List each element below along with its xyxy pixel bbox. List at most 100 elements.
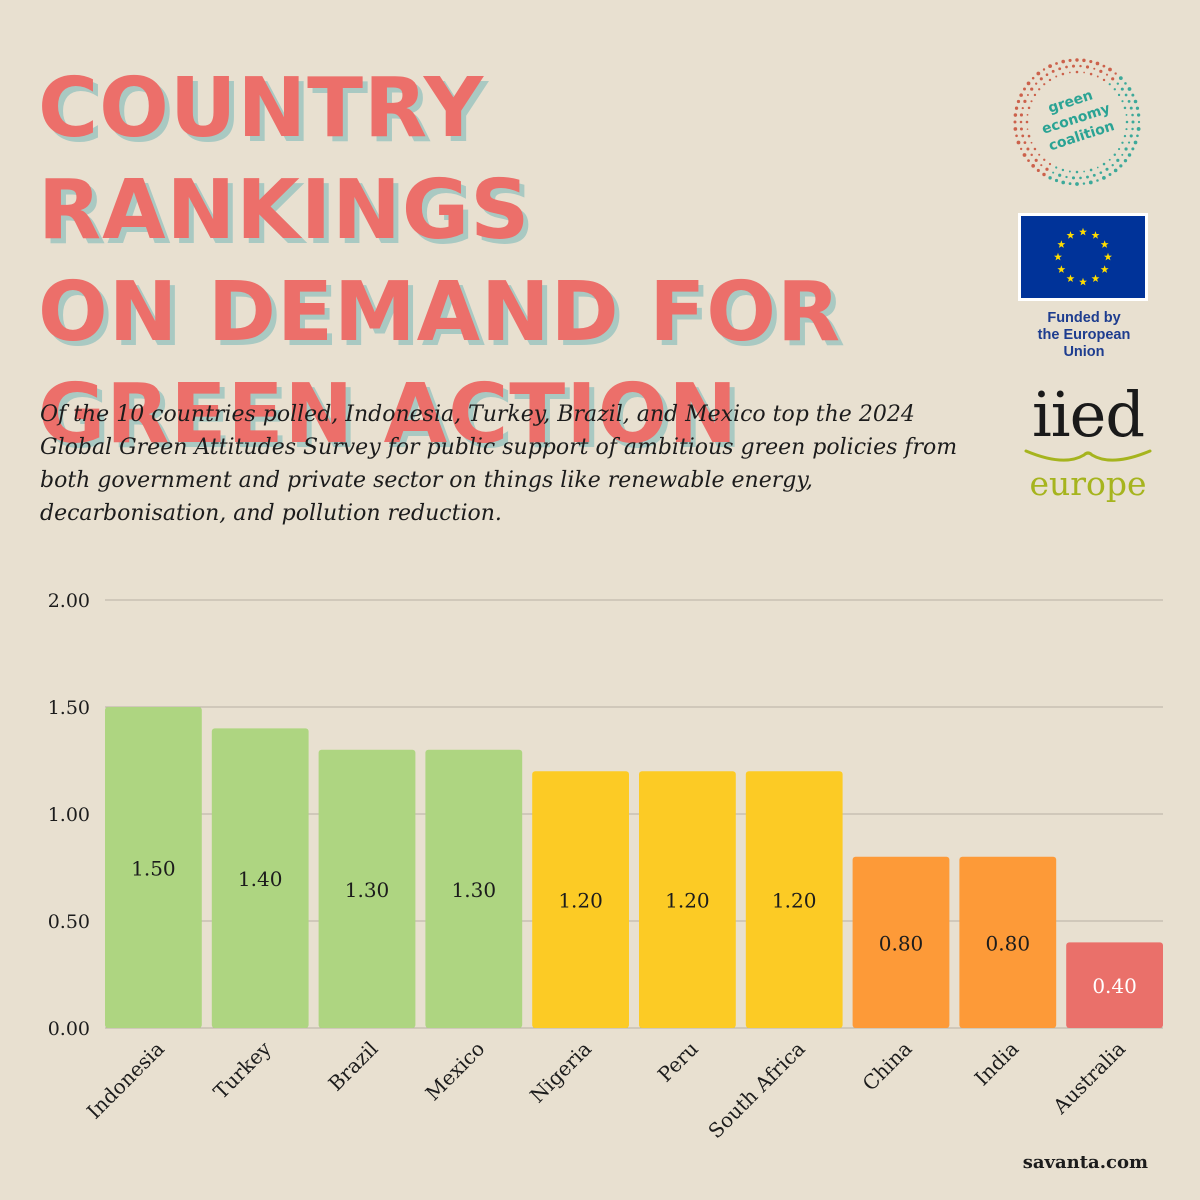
eu-star-icon	[1104, 252, 1112, 261]
gec-ring-dot	[1089, 168, 1093, 172]
gec-ring-dot	[1033, 147, 1037, 151]
bar-brazil	[318, 749, 416, 1028]
gec-ring-dot	[1102, 162, 1106, 166]
gec-ring-dot	[1099, 69, 1103, 73]
x-category-label: Peru	[653, 1036, 703, 1086]
gec-ring-dot	[1036, 168, 1040, 173]
gec-ring-dot	[1120, 87, 1124, 91]
eu-star-icon	[1066, 274, 1075, 283]
page-title: COUNTRY RANKINGS ON DEMAND FOR GREEN ACT…	[38, 58, 978, 466]
gec-ring-dot	[1102, 175, 1106, 180]
gec-ring-dot	[1058, 173, 1062, 177]
x-category-label: Mexico	[421, 1037, 490, 1106]
gec-ring-dot	[1027, 106, 1031, 110]
gec-ring-dot	[1137, 120, 1141, 124]
gec-ring-dot	[1133, 140, 1138, 145]
eu-star-icon	[1066, 231, 1075, 239]
y-tick-label: 0.50	[48, 911, 90, 933]
gec-ring-dot	[1061, 168, 1065, 172]
gec-ring-dot	[1082, 58, 1086, 63]
gec-ring-dot	[1135, 106, 1140, 110]
gec-ring-dot	[1068, 182, 1072, 186]
gec-ring-dot	[1113, 168, 1118, 173]
gec-ring-dot	[1026, 113, 1029, 116]
gec-ring-dot	[1054, 178, 1059, 183]
iied-europe-logo: iied europe	[1008, 378, 1168, 501]
gec-ring-dot	[1019, 120, 1023, 124]
gec-ring-dot	[1027, 159, 1030, 163]
gec-ring-dot	[1119, 164, 1123, 168]
gec-ring-dot	[1021, 106, 1024, 110]
gec-ring-dot	[1079, 64, 1082, 68]
gec-ring-dot	[1065, 175, 1068, 179]
gec-ring-dot	[1035, 82, 1038, 85]
gec-ring-dot	[1099, 171, 1103, 174]
gec-ring-dot	[1013, 113, 1018, 117]
gec-ring-dot	[1026, 94, 1029, 97]
gec-ring-dot	[1075, 182, 1079, 186]
gec-ring-dot	[1045, 167, 1049, 171]
gec-ring-dot	[1083, 170, 1085, 173]
gec-ring-dot	[1055, 62, 1058, 65]
gec-ring-dot	[1023, 99, 1027, 103]
gec-ring-dot	[1108, 158, 1111, 161]
gec-ring-dot	[1133, 99, 1138, 104]
gec-ring-dot	[1043, 158, 1046, 161]
bar-value-label: 1.40	[238, 867, 283, 891]
eu-caption-line-2: the European Union	[1037, 327, 1131, 360]
gec-ring-dot	[1048, 162, 1052, 166]
gec-ring-dot	[1015, 134, 1018, 138]
gec-ring-dot	[1019, 127, 1023, 131]
gec-ring-dot	[1071, 176, 1076, 180]
gec-ring-dot	[1105, 167, 1109, 171]
bar-value-label: 1.50	[131, 857, 176, 881]
gec-ring-dot	[1118, 76, 1123, 81]
bar-mexico	[425, 749, 523, 1028]
gec-ring-dot	[1068, 58, 1072, 62]
gec-ring-dot	[1083, 71, 1085, 74]
gec-ring-dot	[1123, 158, 1128, 163]
gec-ring-dot	[1125, 113, 1128, 116]
gec-ring-dot	[1127, 99, 1131, 103]
bar-value-label: 1.30	[345, 878, 390, 902]
x-category-label: South Africa	[703, 1037, 809, 1143]
bar-india	[959, 856, 1057, 1028]
gec-ring-dot	[1136, 134, 1139, 138]
eu-star-icon	[1091, 231, 1100, 239]
title-line-2: ON DEMAND FOR	[38, 265, 842, 360]
gec-ring-dot	[1061, 59, 1066, 64]
gec-ring-dot	[1043, 83, 1046, 86]
gec-ring-dot	[1048, 78, 1052, 82]
gec-ring-dot	[1079, 176, 1082, 180]
gec-ring-dot	[1131, 113, 1134, 117]
gec-ring-dot	[1023, 141, 1027, 144]
gec-ring-dot	[1127, 87, 1132, 91]
x-category-label: Indonesia	[82, 1037, 169, 1124]
gec-ring-dot	[1124, 147, 1128, 151]
bar-value-label: 1.30	[452, 878, 497, 902]
gec-ring-dot	[1121, 100, 1124, 103]
gec-ring-dot	[1108, 67, 1112, 72]
eu-flag-icon	[1018, 213, 1148, 301]
gec-ring-dot	[1121, 153, 1124, 156]
iied-wordmark: iied	[1031, 378, 1145, 451]
gec-ring-dot	[1042, 68, 1046, 71]
gec-ring-dot	[1068, 170, 1071, 173]
gec-ring-dot	[1045, 73, 1049, 77]
gec-ring-dot	[1117, 93, 1121, 97]
eu-star-icon	[1054, 252, 1062, 261]
bar-nigeria	[532, 771, 629, 1028]
gec-ring-dot	[1030, 100, 1033, 103]
gec-ring-dot	[1051, 69, 1055, 73]
bar-value-label: 1.20	[558, 889, 603, 913]
gec-ring-dot	[1075, 58, 1079, 62]
gec-ring-dot	[1023, 87, 1026, 91]
gec-ring-dot	[1036, 71, 1041, 76]
gec-ring-dot	[1089, 59, 1093, 64]
eu-star-icon	[1057, 265, 1066, 273]
gec-ring-dot	[1075, 170, 1079, 174]
x-category-label: Brazil	[323, 1037, 382, 1096]
gec-ring-dot	[1127, 141, 1131, 144]
gec-ring-dot	[1025, 120, 1029, 124]
y-tick-label: 1.50	[48, 697, 90, 719]
